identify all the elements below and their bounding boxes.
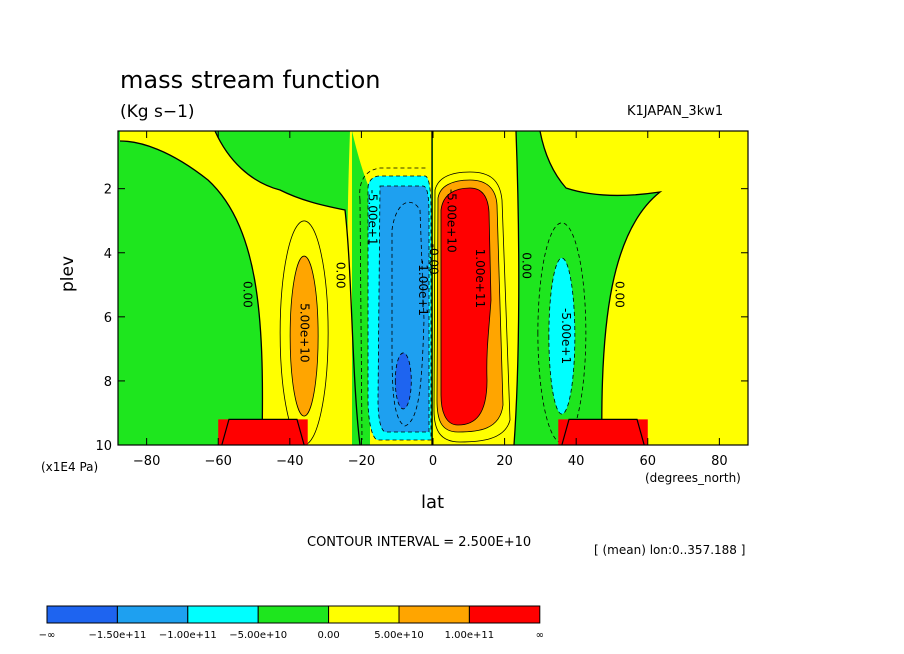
x-tick-label: −40	[276, 454, 303, 469]
colorbar-swatch	[398, 605, 470, 624]
contour-label: 0.00	[613, 281, 627, 308]
contour-lines	[119, 131, 663, 445]
x-tick-label: 40	[568, 454, 585, 469]
contour-label: 0.00	[333, 262, 347, 289]
y-tick-label: 8	[104, 375, 112, 390]
topography-outline	[221, 418, 305, 446]
contour-line-6	[377, 185, 430, 433]
topography-outline	[561, 418, 645, 446]
zero-contour-4	[539, 131, 663, 445]
contour-line-7	[391, 201, 425, 427]
x-tick-label: 80	[711, 454, 728, 469]
fill-zero-band-sh	[352, 131, 370, 445]
colorbar-label: −∞	[39, 630, 56, 641]
contour-label: -5.00e+10	[444, 189, 458, 253]
x-tick-label: 20	[496, 454, 513, 469]
contour-label: 1.00e+11	[473, 249, 487, 308]
colorbar-label: 5.00e+10	[374, 630, 424, 641]
fill-positive-band-3	[540, 131, 748, 445]
contour-line-9	[433, 171, 511, 443]
y-tick-label: 4	[104, 247, 112, 262]
y-axis-unit: (x1E4 Pa)	[41, 460, 99, 474]
contour-line-4	[359, 167, 428, 441]
topography-block	[218, 419, 308, 445]
x-tick-label: −20	[348, 454, 375, 469]
contour-label: -1.00e+1	[416, 260, 430, 316]
contour-label: 0.00	[520, 252, 534, 279]
colorbar-swatch	[116, 605, 189, 624]
chart-title: mass stream function	[120, 66, 381, 94]
run-name: K1JAPAN_3kw1	[627, 104, 724, 119]
fill-sh-ferrel-orange	[290, 256, 319, 417]
zero-contour-1	[214, 131, 361, 445]
colorbar-label: −5.00e+10	[229, 630, 287, 641]
colorbar-label: −1.00e+11	[159, 630, 217, 641]
colorbar-swatch	[46, 605, 118, 624]
chart-units: (Kg s−1)	[120, 102, 195, 122]
x-axis-ticks: −80 −60 −40 −20 0 20 40 60 80	[133, 131, 728, 469]
mean-info-text: [ (mean) lon:0..357.188 ]	[594, 543, 746, 557]
colorbar-label: 0.00	[317, 630, 339, 641]
y-axis-ticks: 2 4 6 8 10	[95, 183, 748, 454]
x-tick-label: −80	[133, 454, 160, 469]
y-tick-label: 10	[95, 439, 112, 454]
contour-line-3	[548, 257, 576, 415]
y-tick-label: 6	[104, 311, 112, 326]
colorbar-swatch	[328, 605, 400, 624]
contour-label: 5.00e+10	[298, 303, 312, 362]
colorbar-swatch	[257, 605, 330, 624]
contour-line-5	[367, 175, 432, 441]
x-tick-label: −60	[205, 454, 232, 469]
topography-mask	[218, 418, 648, 446]
fill-sh-hadley-core	[395, 352, 412, 409]
contour-line-11	[440, 187, 492, 426]
colorbar-label: ∞	[536, 630, 544, 641]
zero-contour-3	[513, 131, 520, 445]
zero-contour-0	[119, 140, 264, 445]
colorbar: −∞ −1.50e+11 −1.00e+11 −5.00e+10 0.00 5.00e+1…	[39, 605, 544, 641]
fill-sh-hadley-blue	[378, 186, 429, 432]
colorbar-label: 1.00e+11	[445, 630, 495, 641]
contour-label: -5.00e+1	[559, 308, 573, 364]
contour-interval-text: CONTOUR INTERVAL = 2.500E+10	[307, 535, 532, 550]
contour-label: 0.00	[240, 281, 254, 308]
x-axis-unit: (degrees_north)	[645, 471, 741, 485]
fill-nh-hadley-red	[441, 188, 491, 425]
contour-fills	[118, 131, 748, 445]
x-axis-label: lat	[421, 492, 445, 513]
fill-nh-ferrel-cyan	[548, 258, 575, 415]
contour-label: -5.00e+1	[366, 189, 380, 245]
y-tick-label: 2	[104, 183, 112, 198]
x-tick-label: 0	[429, 454, 437, 469]
colorbar-label: −1.50e+11	[88, 630, 146, 641]
colorbar-swatch	[468, 605, 541, 624]
contour-line-1	[289, 255, 319, 417]
contour-labels: 0.005.00e+100.00-5.00e+1-1.00e+1-0.00-5.…	[240, 189, 626, 364]
contour-line-10	[436, 179, 504, 433]
contour-label: -0.00	[427, 244, 441, 275]
contour-line-8	[394, 352, 412, 410]
topography-block	[558, 419, 648, 445]
x-tick-label: 60	[639, 454, 656, 469]
colorbar-swatch	[187, 605, 259, 624]
contour-line-2	[537, 222, 587, 444]
